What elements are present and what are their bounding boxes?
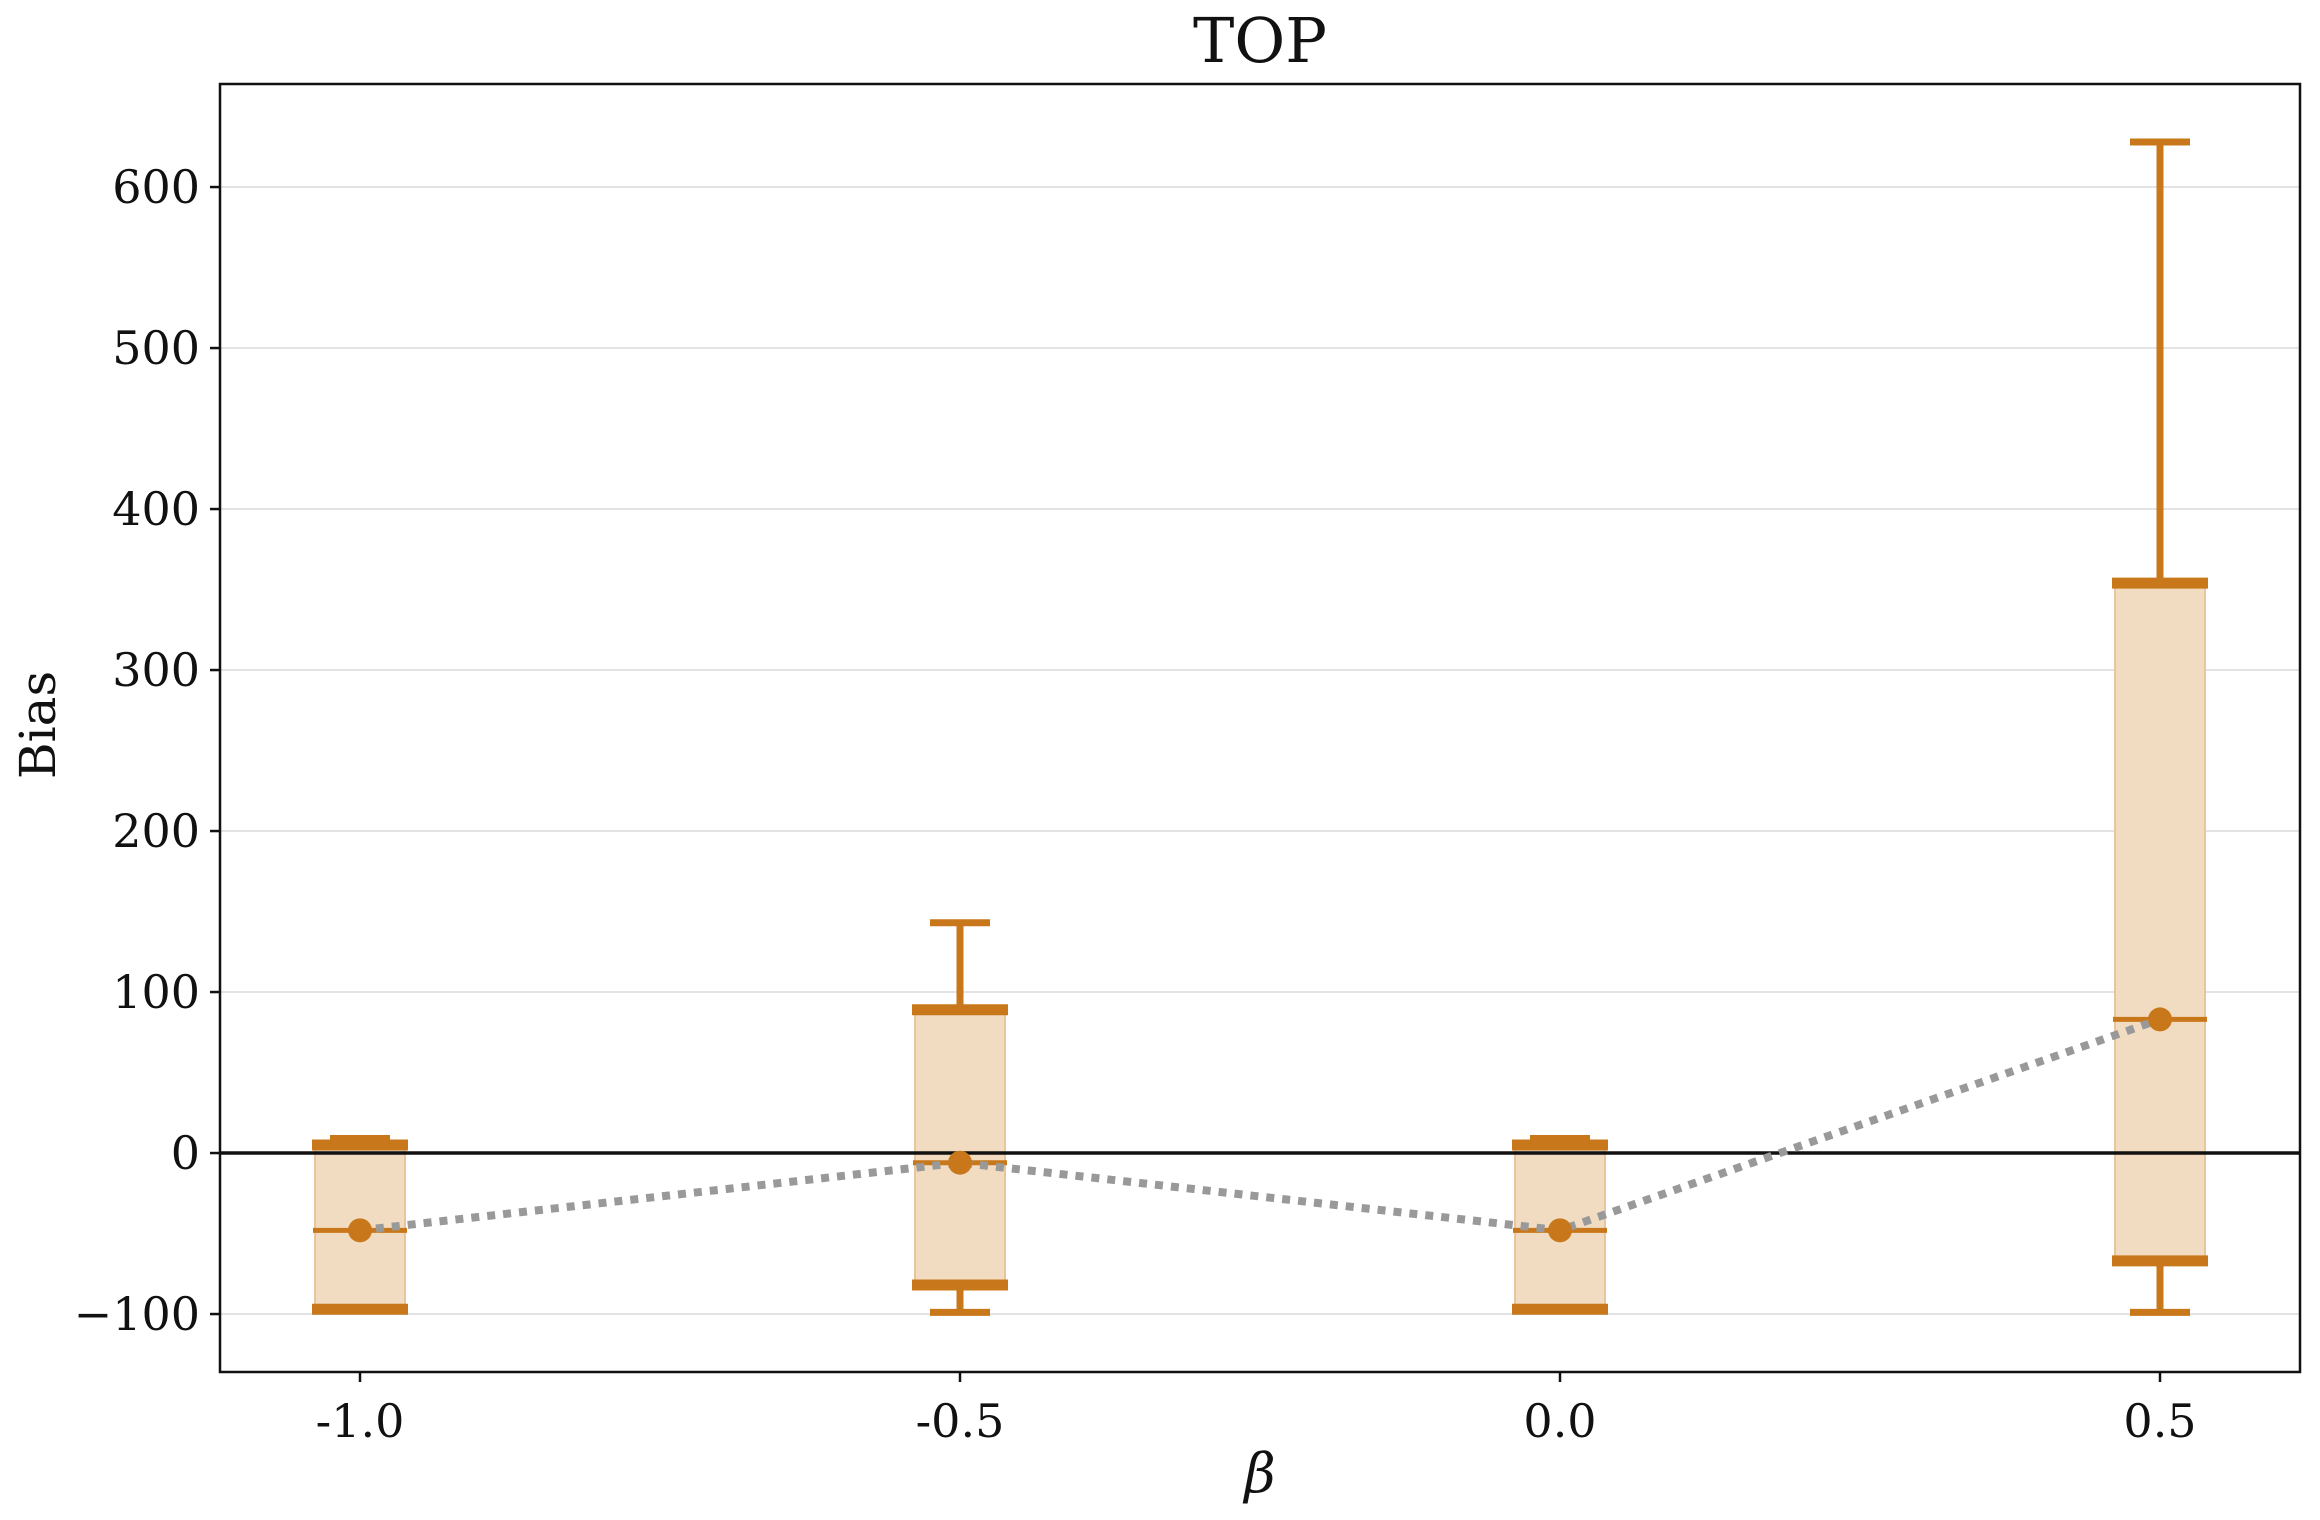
plot-frame bbox=[218, 82, 2302, 1374]
y-axis-label: Bias bbox=[9, 671, 67, 779]
y-tick-label-7: 600 bbox=[112, 160, 200, 214]
chart-title: TOP bbox=[1193, 4, 1327, 77]
x-tick-label-0: -1.0 bbox=[316, 1394, 405, 1448]
y-tick-label-6: 500 bbox=[112, 321, 200, 375]
x-tick-label-2: 0.0 bbox=[1523, 1394, 1596, 1448]
x-tick-label-1: -0.5 bbox=[916, 1394, 1005, 1448]
y-tick-label-3: 200 bbox=[112, 804, 200, 858]
y-tick-label-1: 0 bbox=[171, 1126, 200, 1180]
y-tick-label-0: −100 bbox=[74, 1287, 200, 1341]
mean-trend-line bbox=[359, 1015, 2162, 1235]
y-tick-label-4: 300 bbox=[112, 643, 200, 697]
box-3 bbox=[2114, 582, 2206, 1262]
mean-marker-3 bbox=[2148, 1007, 2172, 1032]
box-1 bbox=[914, 1008, 1006, 1287]
y-tick-label-5: 400 bbox=[112, 482, 200, 536]
x-tick-label-3: 0.5 bbox=[2123, 1394, 2196, 1448]
mean-marker-0 bbox=[348, 1218, 372, 1243]
plot-area bbox=[220, 138, 2300, 1316]
y-tick-label-2: 100 bbox=[112, 965, 200, 1019]
grid-lines bbox=[220, 186, 2300, 1316]
mean-marker-1 bbox=[948, 1150, 972, 1175]
axes: −100 0 100 200 300 400 500 600 -1.0 -0.5 0.0 0.5 bbox=[74, 82, 2302, 1448]
x-axis-label: β bbox=[1242, 1442, 1275, 1505]
mean-marker-2 bbox=[1548, 1218, 1572, 1243]
